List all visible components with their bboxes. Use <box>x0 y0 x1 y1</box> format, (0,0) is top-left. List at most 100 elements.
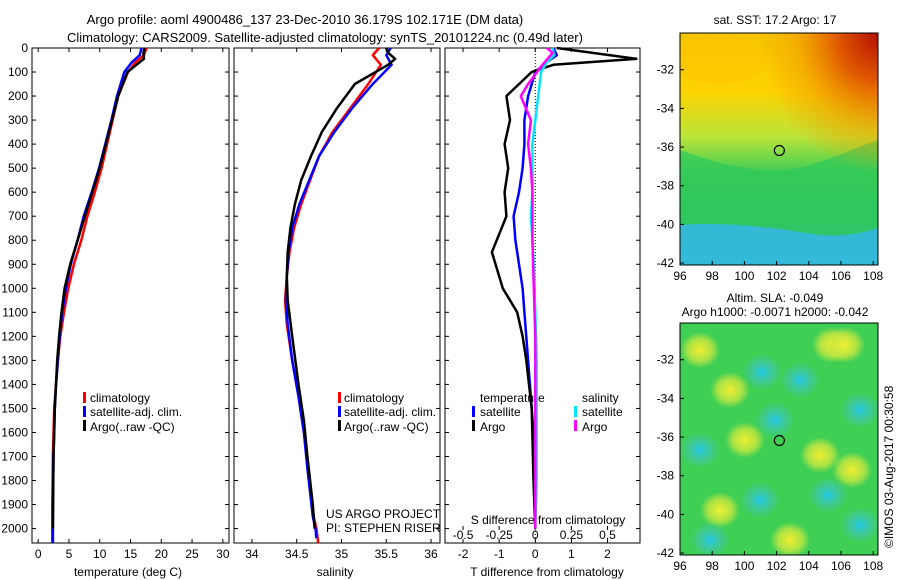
depth-tick-label: 100 <box>8 65 28 79</box>
depth-tick-label: 1300 <box>1 353 28 367</box>
longitude-tick-label: 96 <box>673 269 687 283</box>
x-tick-label: 34 <box>245 547 259 561</box>
sst-map <box>680 33 878 265</box>
x-tick-label: 0 <box>532 547 539 561</box>
depth-tick-label: 500 <box>8 161 28 175</box>
sla-anomaly-blob <box>770 522 810 555</box>
x-tick-label: 25 <box>185 547 199 561</box>
depth-tick-label: 1100 <box>2 305 28 319</box>
depth-tick-label: 300 <box>8 113 28 127</box>
depth-tick-label: 200 <box>8 89 28 103</box>
s-diff-tick-label: -0.25 <box>485 528 513 542</box>
longitude-tick-label: 100 <box>734 269 754 283</box>
legend-swatch-s-argo <box>574 420 577 431</box>
longitude-tick-label: 104 <box>799 559 819 573</box>
x-tick-label: 15 <box>124 547 138 561</box>
sla-map <box>680 323 878 555</box>
s-diff-tick-label: 0.25 <box>560 528 584 542</box>
sla-anomaly-blob <box>840 392 878 428</box>
sla-anomaly-blob <box>832 452 872 488</box>
legend-label-satellite: satellite-adj. clim. <box>90 405 182 419</box>
depth-tick-label: 400 <box>8 137 28 151</box>
salinity-legend: climatology satellite-adj. clim. Argo(..… <box>338 391 436 434</box>
x-tick-label: 36 <box>424 547 438 561</box>
legend-heading-temperature: temperature <box>480 391 545 405</box>
depth-tick-label: 1000 <box>1 281 28 295</box>
latitude-tick-label: -36 <box>657 430 675 444</box>
legend-label-s-satellite: satellite <box>582 405 623 419</box>
series-line-climatology <box>283 47 383 544</box>
depth-tick-label: 1600 <box>1 425 28 439</box>
longitude-tick-label: 108 <box>863 559 883 573</box>
figure-title-line2: Climatology: CARS2009. Satellite-adjuste… <box>67 30 583 45</box>
x-tick-label: -1 <box>494 547 505 561</box>
longitude-tick-label: 98 <box>706 559 720 573</box>
series-line-climatology <box>51 47 148 543</box>
longitude-tick-label: 100 <box>734 559 754 573</box>
legend-swatch-satellite <box>83 406 86 417</box>
series-line-argo-raw-qc- <box>51 47 146 529</box>
sst-map-title: sat. SST: 17.2 Argo: 17 <box>714 13 837 27</box>
legend-heading-salinity: salinity <box>582 391 619 405</box>
depth-tick-label: 1200 <box>1 329 28 343</box>
temperature-axis-label: temperature (deg C) <box>74 565 182 579</box>
sla-anomaly-blob <box>755 402 795 438</box>
sla-anomaly-blob <box>740 482 780 518</box>
latitude-tick-label: -38 <box>657 179 675 193</box>
temperature-profile-panel <box>31 47 230 544</box>
x-tick-label: 5 <box>66 547 73 561</box>
latitude-tick-label: -38 <box>657 469 675 483</box>
depth-tick-label: 1500 <box>1 401 28 415</box>
series-line-satellite-adj-clim- <box>284 47 393 539</box>
sla-anomaly-blob <box>825 327 865 363</box>
latitude-tick-label: -42 <box>657 256 675 270</box>
s-difference-axis-label: S difference from climatology <box>471 513 626 527</box>
pi-credit: PI: STEPHEN RISER <box>326 521 441 535</box>
difference-profile-panel <box>444 47 641 544</box>
depth-tick-label: 2000 <box>1 522 28 536</box>
longitude-tick-label: 98 <box>706 269 720 283</box>
x-tick-label: -2 <box>458 547 469 561</box>
sla-anomaly-blob <box>780 362 820 398</box>
legend-label-climatology: climatology <box>90 391 150 405</box>
latitude-tick-label: -32 <box>657 63 675 77</box>
legend-swatch-t-satellite <box>472 406 475 417</box>
legend-label-argo: Argo(..raw -QC) <box>90 420 175 434</box>
t-difference-axis-label: T difference from climatology <box>470 565 624 579</box>
sst-warm-patch <box>680 35 765 85</box>
depth-tick-label: 1400 <box>1 377 28 391</box>
legend-swatch-s-satellite <box>574 406 577 417</box>
x-tick-label: 10 <box>93 547 107 561</box>
depth-tick-label: 1800 <box>1 474 28 488</box>
latitude-tick-label: -40 <box>657 217 675 231</box>
x-tick-label: 2 <box>604 547 611 561</box>
sla-anomaly-blob <box>680 332 720 368</box>
x-tick-label: 34.5 <box>285 547 309 561</box>
longitude-tick-label: 102 <box>767 559 787 573</box>
legend-label-climatology: climatology <box>344 391 404 405</box>
salinity-profile-panel <box>233 47 441 544</box>
latitude-tick-label: -34 <box>657 391 675 405</box>
latitude-tick-label: -34 <box>657 101 675 115</box>
sla-map-title-2: Argo h1000: -0.0071 h2000: -0.042 <box>682 305 869 319</box>
latitude-tick-label: -36 <box>657 140 675 154</box>
difference-legend: temperature satellite Argo salinity sate… <box>472 391 623 434</box>
legend-label-s-argo: Argo <box>582 420 608 434</box>
sla-map-title-1: Altim. SLA: -0.049 <box>727 291 824 305</box>
float-position-marker <box>773 434 785 447</box>
latitude-tick-label: -42 <box>657 546 675 560</box>
series-line-argo-salinity <box>519 47 554 529</box>
legend-label-satellite: satellite-adj. clim. <box>344 405 436 419</box>
longitude-tick-label: 106 <box>831 559 851 573</box>
sla-anomaly-blob <box>710 372 750 408</box>
depth-tick-label: 1900 <box>1 498 28 512</box>
legend-swatch-argo <box>83 420 86 431</box>
x-tick-label: 35.5 <box>375 547 399 561</box>
depth-tick-label: 800 <box>8 233 28 247</box>
depth-tick-label: 700 <box>8 209 28 223</box>
figure-title-line1: Argo profile: aoml 4900486_137 23-Dec-20… <box>87 12 524 27</box>
latitude-tick-label: -32 <box>657 353 675 367</box>
s-diff-tick-label: 0.5 <box>599 528 616 542</box>
legend-label-t-satellite: satellite <box>480 405 521 419</box>
